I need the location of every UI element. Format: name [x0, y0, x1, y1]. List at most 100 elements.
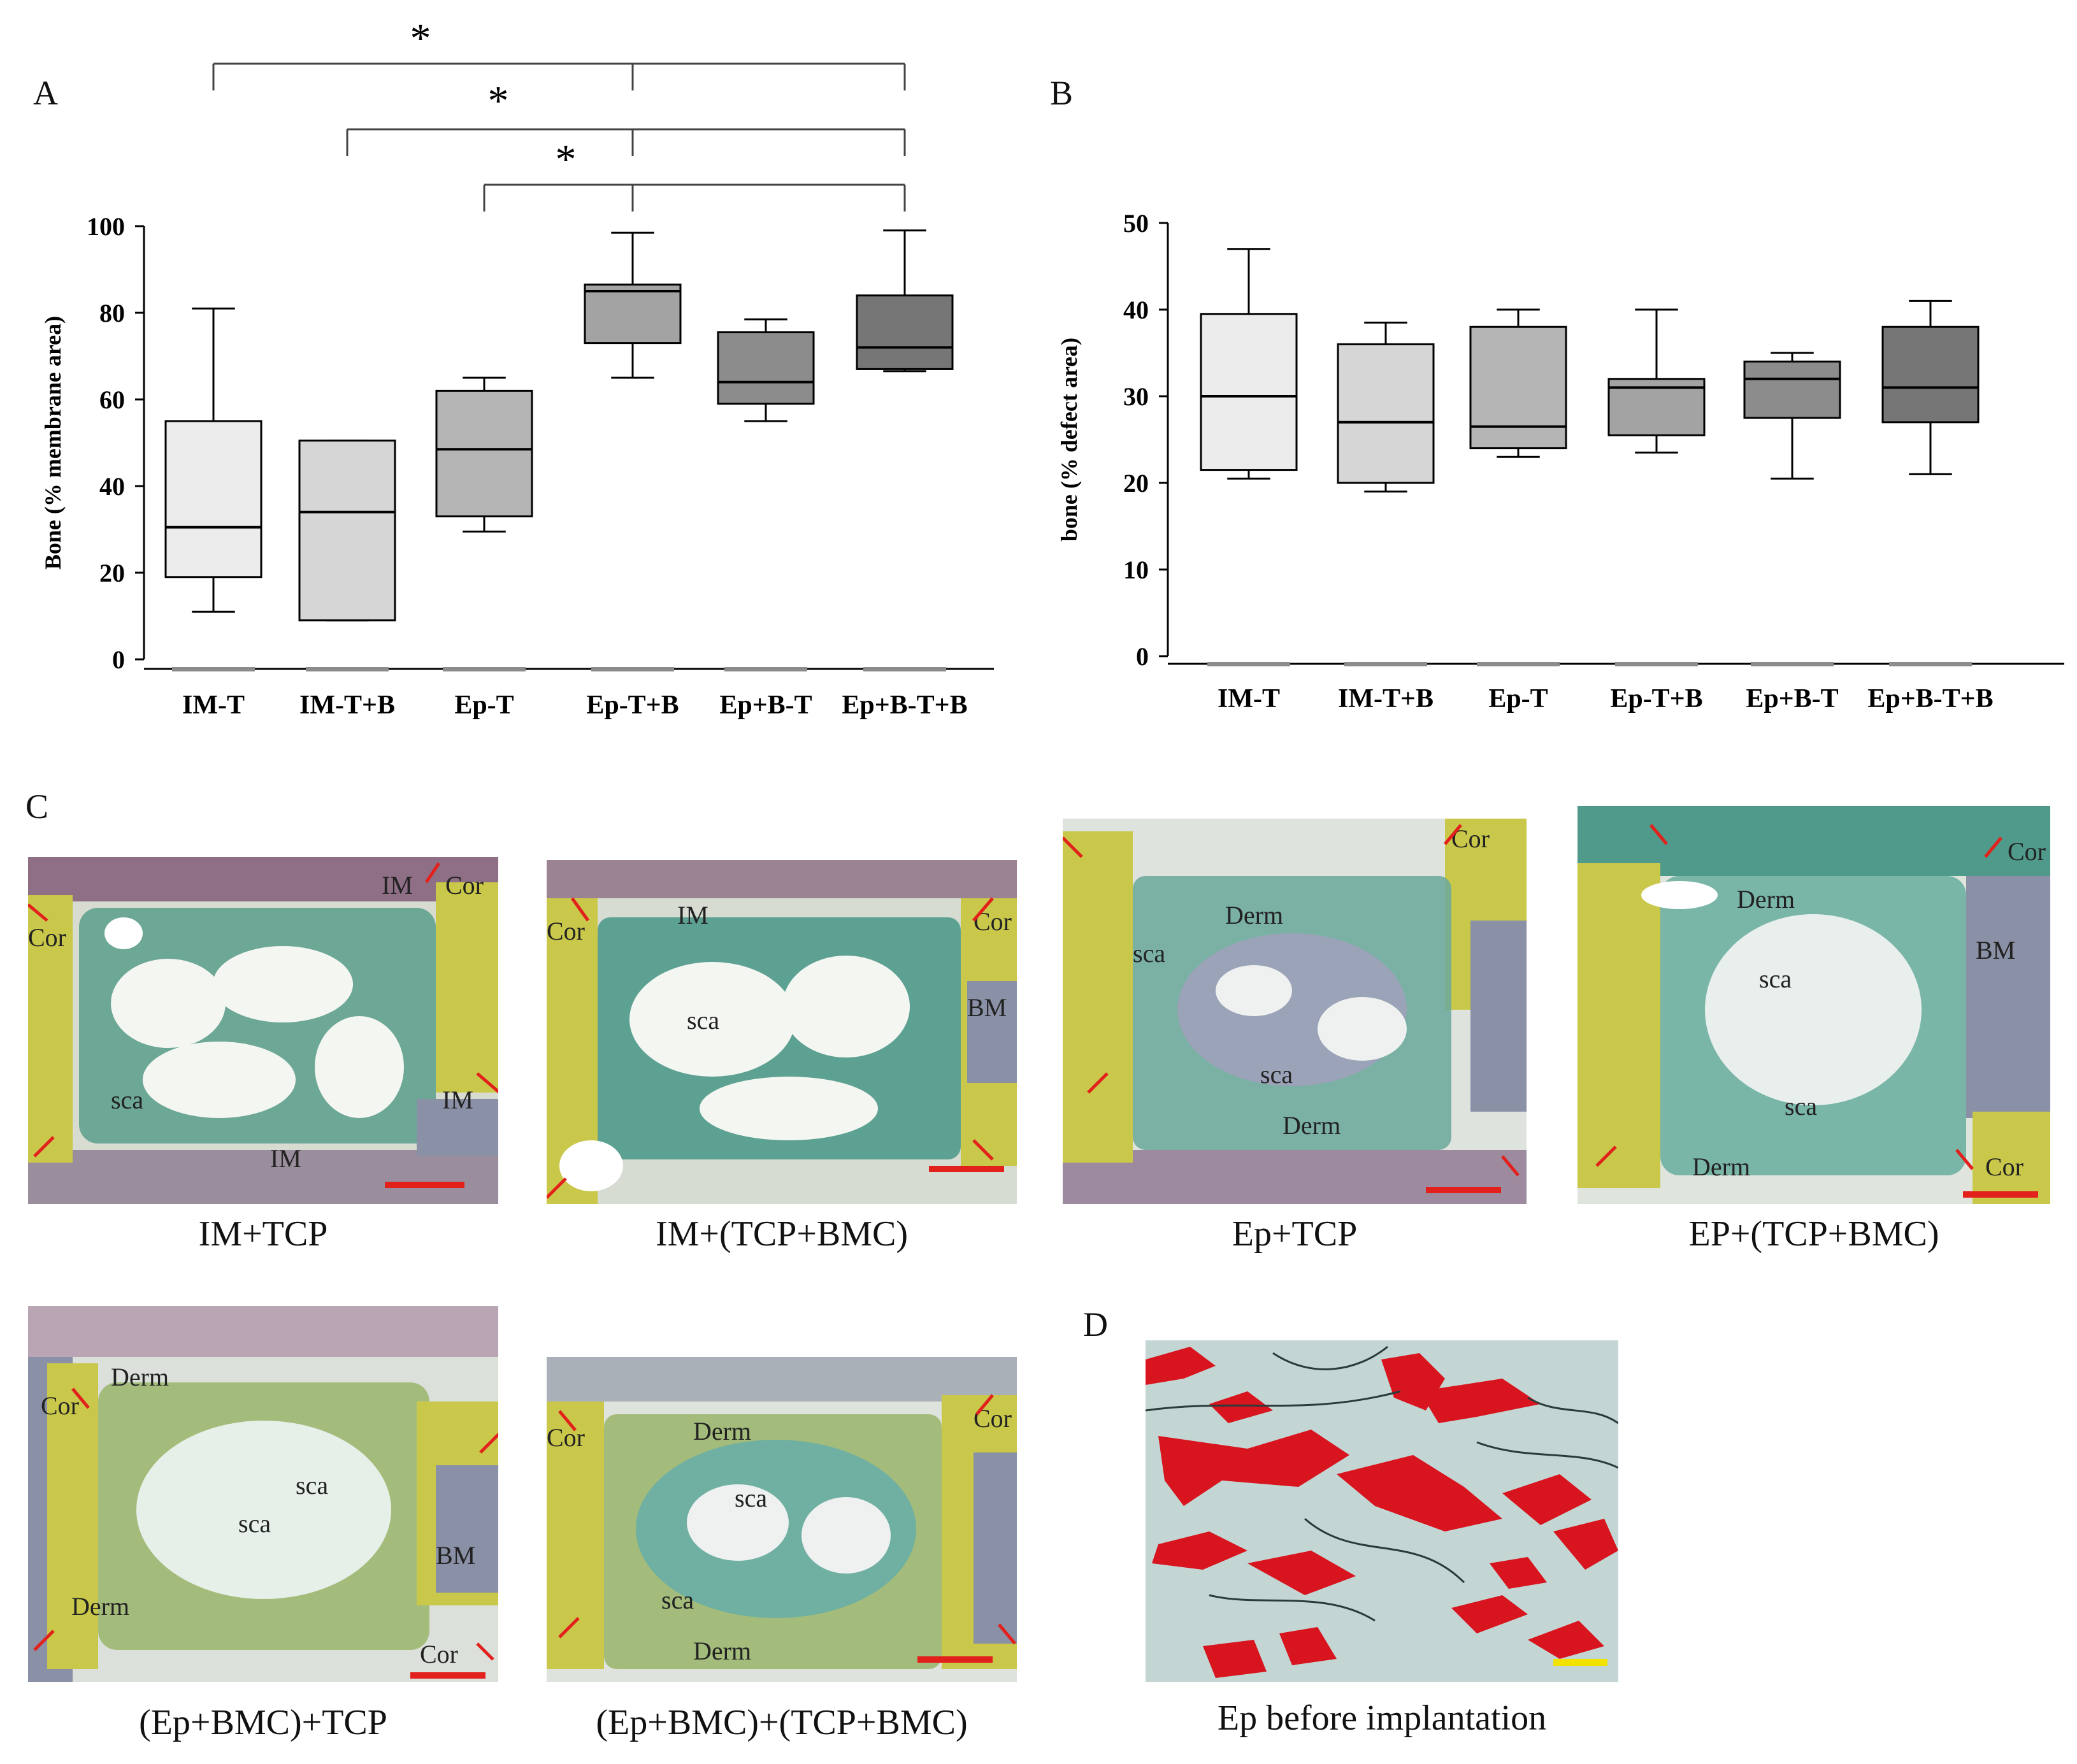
micrograph-ep-tcp-bmc-image: Cor Derm BM sca sca Derm Cor — [1578, 806, 2050, 1204]
y-axis-label: Bone (% membrane area) — [40, 316, 66, 570]
box-group — [717, 318, 815, 671]
category-label: Ep-T+B — [1610, 684, 1702, 713]
category-label: IM-T+B — [1338, 684, 1434, 713]
box-iqr — [1743, 361, 1841, 419]
label-sca: sca — [238, 1509, 271, 1538]
micrograph-im-tcp-bmc-image: IM Cor Cor sca BM — [547, 860, 1017, 1204]
y-tick-label: 0 — [112, 645, 125, 674]
baseline-marker — [591, 667, 674, 671]
micrograph-ep-before-implantation — [1146, 1340, 1618, 1682]
label-cor: Cor — [547, 1423, 585, 1452]
significance-star: * — [488, 78, 509, 124]
box-group — [1337, 321, 1435, 666]
baseline-marker — [724, 667, 807, 671]
y-tick-label: 50 — [1123, 209, 1149, 238]
label-sca: sca — [1759, 964, 1792, 993]
red-arrows — [28, 862, 498, 1158]
baseline-marker — [172, 667, 255, 671]
caption-ep-bmc-tcp-bmc: (Ep+BMC)+(TCP+BMC) — [596, 1703, 968, 1742]
y-tick-label: 0 — [1136, 642, 1149, 671]
baseline-marker — [1344, 662, 1427, 666]
panel-label-c: C — [25, 787, 49, 826]
label-cor: Cor — [1985, 1152, 2023, 1181]
label-derm: Derm — [693, 1417, 751, 1445]
panel-label-b: B — [1050, 74, 1074, 112]
significance-bracket — [346, 128, 906, 156]
label-bm: BM — [1976, 936, 2015, 964]
caption-ep-before-implantation: Ep before implantation — [1217, 1698, 1547, 1738]
label-derm: Derm — [1225, 901, 1283, 929]
label-sca: sca — [296, 1471, 328, 1500]
red-arrows — [558, 1394, 1016, 1645]
micrograph-ep-tcp-image: Cor Derm sca sca Derm — [1063, 819, 1527, 1204]
y-tick-label: 40 — [1123, 296, 1149, 324]
category-label: Ep+B-T — [719, 691, 812, 720]
label-sca: sca — [1133, 939, 1165, 968]
y-tick-label: 40 — [99, 472, 125, 501]
y-tick-label: 30 — [1123, 382, 1149, 411]
box-iqr — [1881, 326, 1980, 424]
label-derm: Derm — [1737, 885, 1795, 914]
red-arrows — [1063, 824, 1520, 1177]
category-label: IM-T — [1218, 684, 1280, 713]
y-tick-label: 60 — [99, 385, 125, 414]
box-group — [435, 376, 533, 671]
micrograph-im-tcp-image: IM Cor Cor sca IM IM — [28, 857, 498, 1204]
box-iqr — [298, 440, 396, 622]
baseline-marker — [1207, 662, 1290, 666]
red-arrows — [33, 1388, 498, 1661]
scale-bar — [1553, 1659, 1607, 1666]
label-im: IM — [677, 901, 708, 929]
label-cor: Cor — [445, 871, 484, 900]
label-cor: Cor — [28, 923, 66, 952]
box-iqr — [1200, 313, 1298, 471]
label-derm: Derm — [71, 1592, 129, 1621]
box-iqr — [435, 389, 533, 518]
category-label: IM-T+B — [299, 691, 395, 720]
micrograph-ep-bmc-tcp-bmc: Cor Cor Derm sca sca Derm — [547, 1357, 1017, 1682]
label-cor: Cor — [2008, 837, 2046, 866]
micrograph-ep-tcp-bmc: Cor Derm BM sca sca Derm Cor — [1578, 806, 2050, 1204]
category-label: Ep+B-T — [1746, 684, 1838, 713]
baseline-marker — [1889, 662, 1972, 666]
label-cor: Cor — [547, 917, 585, 945]
label-derm: Derm — [111, 1363, 169, 1391]
caption-im-tcp: IM+TCP — [198, 1214, 328, 1254]
baseline-marker — [1477, 662, 1560, 666]
label-sca: sca — [687, 1006, 719, 1035]
baseline-marker — [1751, 662, 1834, 666]
box-iqr — [1337, 343, 1435, 484]
box-group — [1743, 352, 1841, 666]
micrograph-ep-bmc-tcp-image: Cor Derm sca sca BM Derm Cor — [28, 1306, 498, 1682]
label-derm: Derm — [1283, 1111, 1340, 1140]
box-iqr — [856, 294, 954, 370]
label-cor: Cor — [420, 1640, 458, 1668]
caption-ep-bmc-tcp: (Ep+BMC)+TCP — [139, 1703, 387, 1742]
label-sca: sca — [111, 1086, 143, 1114]
label-derm: Derm — [693, 1637, 751, 1665]
micrograph-ep-bmc-tcp-bmc-image: Cor Cor Derm sca sca Derm — [547, 1357, 1017, 1682]
scale-bar — [1426, 1187, 1501, 1193]
caption-im-tcp-bmc: IM+(TCP+BMC) — [655, 1214, 909, 1254]
y-axis-label: bone (% defect area) — [1056, 338, 1082, 541]
label-bm: BM — [436, 1541, 475, 1570]
label-sca: sca — [1260, 1060, 1293, 1089]
micrograph-ep-image — [1146, 1340, 1618, 1682]
panel-label-d: D — [1083, 1305, 1108, 1344]
label-im: IM — [442, 1086, 473, 1114]
box-group — [1469, 308, 1567, 666]
panel-label-a: A — [33, 74, 58, 112]
label-bm: BM — [967, 993, 1007, 1022]
category-label: Ep+B-T+B — [842, 691, 967, 720]
y-tick-label: 20 — [99, 559, 125, 587]
category-label: Ep-T — [454, 691, 514, 720]
box-group — [584, 231, 682, 671]
label-cor: Cor — [974, 1404, 1012, 1433]
box-iqr — [164, 420, 262, 578]
label-im: IM — [382, 871, 413, 900]
box-group — [1607, 308, 1706, 666]
micrograph-ep-tcp: Cor Derm sca sca Derm — [1063, 819, 1527, 1204]
box-iqr — [717, 331, 815, 405]
scale-bar — [917, 1656, 993, 1663]
y-tick-label: 100 — [87, 212, 125, 241]
